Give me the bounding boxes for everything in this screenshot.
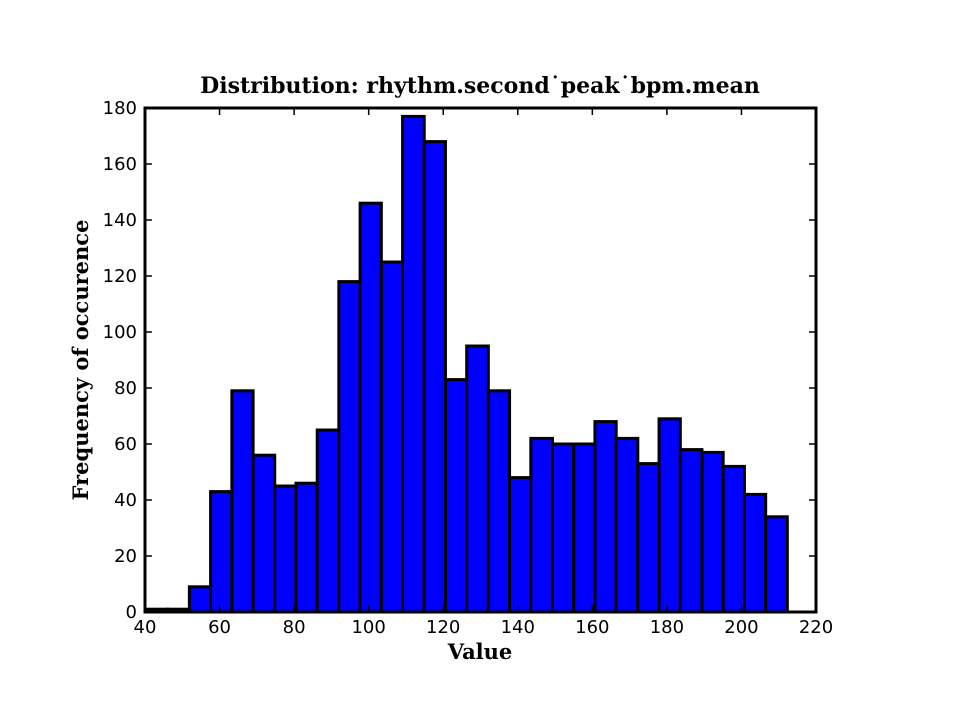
axis-ticks: 40 60 80 100 120 140 160 180 200 220 0 20 40 60 80 100 1… — [103, 98, 834, 638]
histogram-bar-11 — [379, 260, 405, 614]
histogram-bar-15 — [465, 344, 490, 614]
histogram-bar-26 — [700, 450, 725, 614]
x-tick-label-3: 100 — [351, 617, 385, 638]
histogram-bar-24 — [657, 417, 682, 614]
y-tick-label-5: 100 — [103, 322, 137, 343]
y-tick-label-4: 80 — [114, 378, 137, 399]
x-tick-label-7: 180 — [650, 617, 684, 638]
histogram-bar-7 — [294, 481, 319, 614]
x-axis-label: Value — [447, 639, 513, 664]
y-tick-label-6: 120 — [103, 266, 137, 287]
x-tick-label-4: 120 — [426, 617, 460, 638]
bars-group — [144, 114, 789, 614]
histogram-bar-12 — [401, 114, 426, 614]
histogram-bar-4 — [230, 389, 255, 614]
y-tick-label-1: 20 — [114, 546, 137, 567]
plot-frame — [143, 106, 818, 614]
y-tick-label-8: 160 — [103, 154, 137, 175]
x-tick-label-5: 140 — [501, 617, 535, 638]
x-tick-label-8: 200 — [724, 617, 758, 638]
y-tick-label-9: 180 — [103, 98, 137, 119]
histogram-bar-6 — [273, 484, 298, 614]
histogram-bar-16 — [486, 389, 512, 614]
histogram-bar-9 — [337, 280, 362, 614]
histogram-bar-28 — [742, 492, 768, 614]
y-tick-label-0: 0 — [126, 602, 137, 623]
histogram-bar-23 — [636, 462, 661, 614]
y-tick-label-2: 40 — [114, 490, 137, 511]
histogram-bar-27 — [721, 464, 746, 614]
histogram-bar-29 — [764, 515, 789, 614]
histogram-bar-25 — [678, 448, 704, 614]
histogram-bar-13 — [422, 140, 447, 614]
histogram-bar-8 — [315, 428, 341, 614]
x-tick-label-9: 220 — [799, 617, 833, 638]
x-tick-label-0: 40 — [134, 617, 157, 638]
x-tick-label-2: 80 — [283, 617, 306, 638]
histogram-bar-10 — [358, 201, 383, 614]
chart-title: Distribution: rhythm.second˙peak˙bpm.mea… — [200, 73, 760, 99]
histogram-bar-17 — [508, 476, 533, 614]
histogram-bar-3 — [209, 490, 234, 614]
y-tick-label-3: 60 — [114, 434, 137, 455]
y-tick-label-7: 140 — [103, 210, 137, 231]
y-axis-label: Frequency of occurence — [68, 220, 93, 501]
histogram-bar-20 — [572, 442, 597, 614]
histogram-bar-19 — [550, 442, 576, 614]
histogram-bar-14 — [443, 378, 469, 614]
x-tick-label-6: 160 — [575, 617, 609, 638]
histogram-bar-22 — [614, 436, 640, 614]
histogram-bar-18 — [529, 436, 554, 614]
histogram-bar-2 — [187, 585, 213, 614]
x-tick-label-1: 60 — [208, 617, 231, 638]
histogram-bar-5 — [251, 453, 277, 614]
histogram-bar-21 — [593, 420, 618, 614]
